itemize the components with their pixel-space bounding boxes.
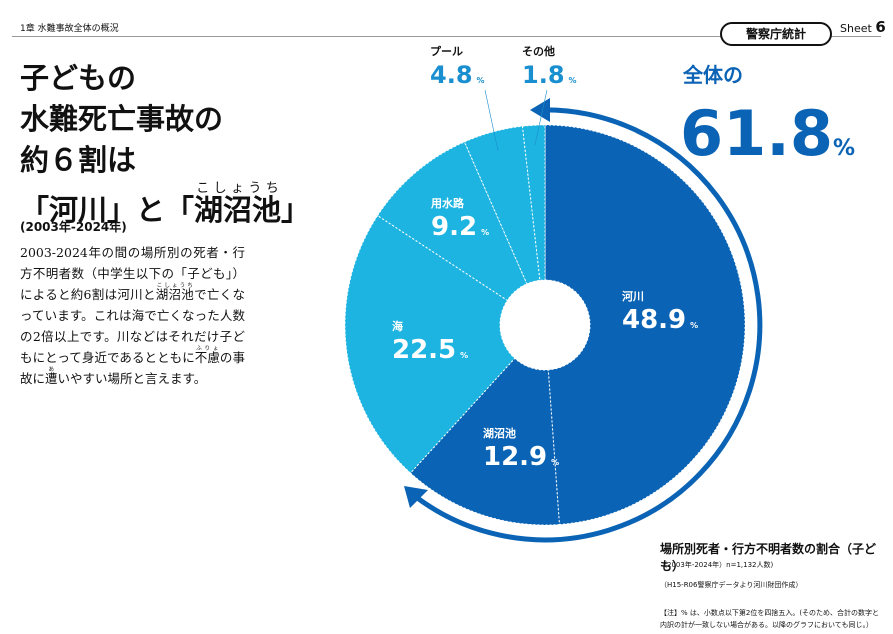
text-part: 」 (281, 193, 311, 227)
sheet-number: 6 (875, 18, 886, 36)
badge: 警察庁統計 (720, 22, 832, 46)
slice (344, 214, 516, 474)
value-label: 1.8% (522, 61, 577, 89)
rule (12, 36, 881, 37)
hole (500, 280, 590, 370)
ruby-word: 湖沼池こしょうち (155, 283, 195, 302)
callout-value: 61.8% (680, 97, 855, 170)
ruby-reading: こしょうち (194, 181, 282, 196)
text-part: 「河川」と「 (20, 193, 195, 227)
value: 22.5 (392, 335, 456, 365)
slice-label: 海 (392, 319, 403, 333)
value: 4.8 (430, 61, 473, 89)
value-label: 12.9% (483, 442, 559, 472)
ruby-base: 湖沼池 (194, 193, 282, 227)
text-part: の事故に (20, 350, 245, 386)
value-label: 9.2% (431, 212, 489, 242)
body-text: 2003-2024年の間の場所別の死者・行方不明者数（中学生以下の「子ども」）に… (20, 242, 245, 389)
period: (2003年-2024年) (20, 220, 127, 234)
sheet-word: Sheet (840, 22, 872, 35)
ruby-word: 不慮ふりょ (194, 346, 220, 365)
text-part: 2003-2024年の間の場所別の死者・行方不明者数（中学生以下の「子ども」）に… (20, 245, 245, 302)
caption-source: （H15-R06警察庁データより河川財団作成） (660, 581, 803, 589)
slice-label: 河川 (622, 289, 644, 303)
ruby-base: 不慮 (194, 350, 220, 365)
unit: % (551, 458, 559, 467)
title-line: 「河川」と「湖沼池こしょうち」 (20, 181, 310, 231)
unit: % (690, 321, 698, 330)
leader-line (534, 89, 548, 146)
callout-unit: % (833, 136, 855, 161)
caption-period: （2003年-2024年）n=1,132人数) (660, 561, 774, 569)
ruby-word: 遭あ (45, 367, 58, 386)
title-line: 子どもの (20, 61, 137, 95)
slice-label: その他 (522, 44, 555, 58)
value: 9.2 (431, 212, 477, 242)
leader-line (484, 89, 499, 152)
value: 12.9 (483, 442, 547, 472)
caption-title: 場所別死者・行方不明者数の割合（子ども） (660, 542, 877, 573)
title: 子どもの水難死亡事故の 約６割は「河川」と「湖沼池こしょうち」 (20, 58, 310, 231)
value: 48.9 (622, 305, 686, 335)
value: 1.8 (522, 61, 565, 89)
ruby-reading: ふりょ (194, 346, 220, 352)
unit: % (481, 228, 489, 237)
value-label: 22.5% (392, 335, 468, 365)
arrowhead (530, 98, 550, 122)
ruby-base: 遭 (45, 371, 58, 386)
sheet: Sheet 6 (840, 18, 886, 36)
title-line: 水難死亡事故の (20, 102, 224, 136)
callout-number: 61.8 (680, 97, 833, 170)
callout-prefix: 全体の (682, 63, 743, 87)
chapter: 1章 水難事故全体の概況 (20, 24, 119, 34)
ruby-base: 湖沼池 (155, 287, 195, 302)
value-label: 4.8% (430, 61, 485, 89)
note: 【注】% は、小数点以下第2位を四捨五入。(そのため、合計の数字と (660, 609, 880, 617)
unit: % (569, 76, 577, 85)
slice (544, 124, 746, 526)
unit: % (477, 76, 485, 85)
text-part: いやすい場所と言えます。 (57, 371, 207, 386)
value-label: 48.9% (622, 305, 698, 335)
note: 内訳の計が一致しない場合がある。以降のグラフにおいても同じ。） (660, 621, 873, 629)
arrow-arc (411, 107, 763, 543)
title-line: 約６割は (20, 143, 137, 177)
unit: % (460, 351, 468, 360)
ruby-word: 湖沼池こしょうち (194, 181, 282, 227)
arrowhead (404, 486, 428, 508)
slice-label: 湖沼池 (483, 426, 516, 440)
text-part: で亡くなっています。これは海で亡くなった人数の2倍以上です。川などはそれだけ子ど… (20, 287, 245, 365)
slice-label: 用水路 (431, 196, 465, 210)
ruby-reading: あ (45, 367, 58, 373)
slice-label: プール (430, 44, 463, 58)
ruby-reading: こしょうち (155, 283, 194, 289)
